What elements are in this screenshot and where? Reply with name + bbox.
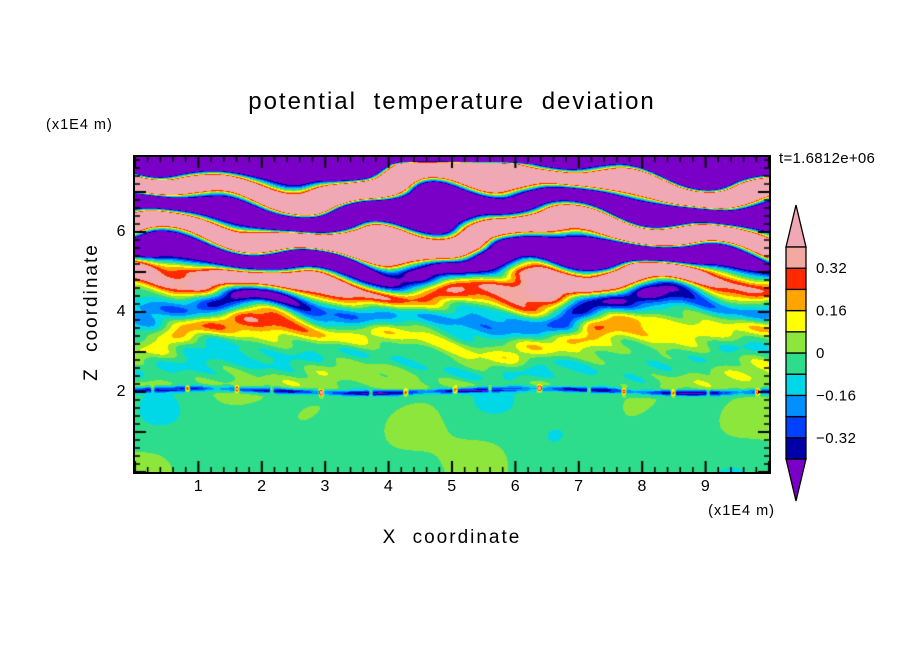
colorbar-arrow-low	[785, 458, 807, 502]
colorbar-segment	[785, 415, 807, 439]
x-tick-label: 2	[257, 478, 267, 495]
colorbar-segment	[785, 331, 807, 354]
colorbar-segment	[785, 437, 807, 460]
colorbar-segment	[785, 309, 807, 333]
z-axis-title: Z coordinate	[81, 243, 102, 381]
colorbar-segment	[785, 352, 807, 375]
colorbar-segment	[785, 373, 807, 397]
colorbar-tick-label: 0.16	[816, 303, 847, 320]
colorbar-tick-label: −0.16	[816, 387, 856, 404]
colorbar: 0.32 0.16 0 −0.16 −0.32	[785, 204, 856, 502]
colorbar-tick-label: 0	[816, 345, 825, 362]
z-tick-label: 2	[116, 383, 126, 400]
colorbar-tick-label: 0.32	[816, 260, 847, 277]
z-tick-label: 4	[116, 303, 126, 320]
colorbar-tick-label: −0.32	[816, 430, 856, 447]
colorbar-segment	[785, 394, 807, 418]
contour-field-canvas	[135, 157, 769, 472]
z-axis-units-label: (x1E4 m)	[46, 117, 113, 133]
colorbar-segment	[785, 267, 807, 291]
time-annotation: t=1.6812e+06	[779, 150, 876, 167]
x-tick-label: 9	[700, 478, 711, 495]
colorbar-arrow-high	[785, 204, 807, 248]
chart-title: potential temperature deviation	[248, 88, 656, 115]
x-tick-label: 4	[383, 478, 394, 495]
colorbar-segment	[785, 246, 807, 269]
x-tick-label: 5	[447, 478, 457, 495]
x-tick-label: 3	[320, 478, 330, 495]
x-tick-label: 7	[574, 478, 584, 495]
x-axis-title: X coordinate	[382, 527, 522, 548]
x-axis-units-label: (x1E4 m)	[708, 503, 775, 519]
plot-area	[133, 155, 771, 474]
x-tick-label: 6	[510, 478, 521, 495]
colorbar-segment	[785, 288, 807, 312]
z-tick-label: 6	[116, 223, 126, 240]
x-tick-label: 8	[637, 478, 647, 495]
x-tick-label: 1	[193, 478, 204, 495]
